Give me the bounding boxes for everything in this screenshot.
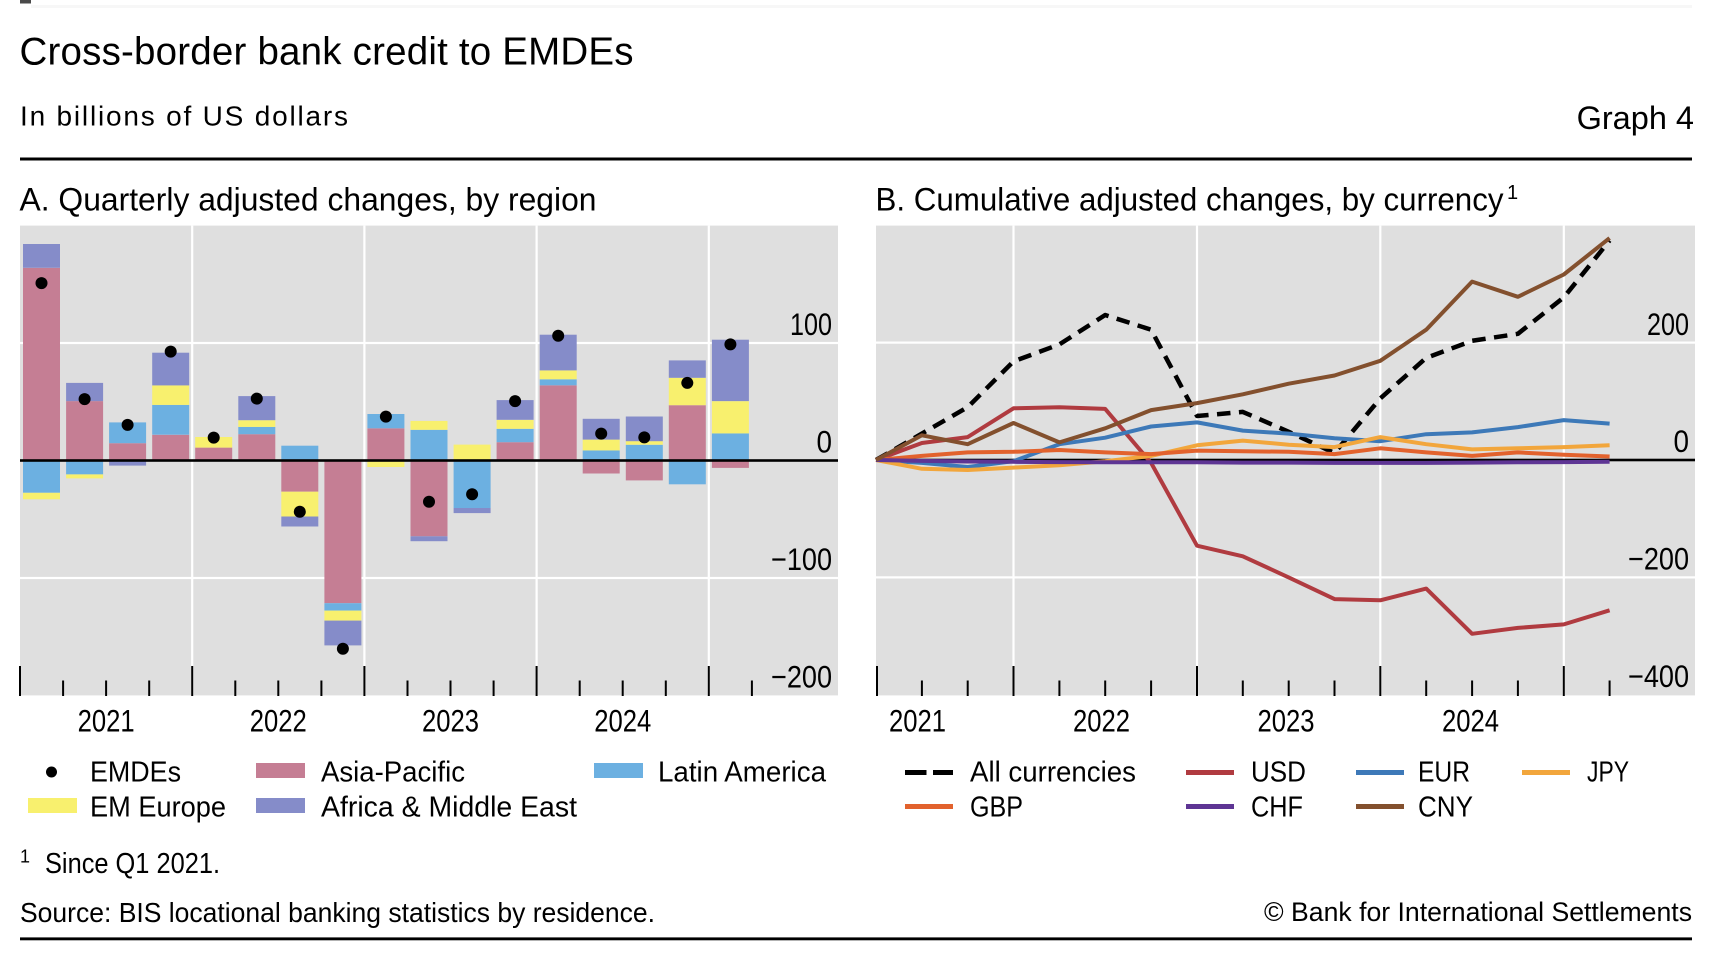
svg-text:B. Cumulative adjusted changes: B. Cumulative adjusted changes, by curre… (876, 182, 1505, 218)
svg-text:Asia-Pacific: Asia-Pacific (321, 757, 465, 789)
svg-text:200: 200 (1647, 306, 1689, 342)
svg-text:All currencies: All currencies (970, 757, 1136, 789)
svg-text:EMDEs: EMDEs (90, 757, 181, 789)
svg-text:2021: 2021 (78, 703, 135, 739)
svg-text:2023: 2023 (422, 703, 479, 739)
svg-text:−200: −200 (771, 659, 832, 695)
svg-text:A. Quarterly adjusted changes,: A. Quarterly adjusted changes, by region (20, 182, 597, 218)
svg-text:© Bank for International Settl: © Bank for International Settlements (1264, 897, 1692, 927)
svg-text:CNY: CNY (1418, 792, 1473, 824)
svg-text:100: 100 (790, 306, 832, 342)
svg-text:0: 0 (817, 424, 833, 460)
svg-text:Africa & Middle East: Africa & Middle East (321, 792, 577, 824)
svg-text:−100: −100 (771, 541, 832, 577)
svg-text:Graph 4: Graph 4 (1577, 100, 1694, 136)
svg-text:CHF: CHF (1251, 792, 1303, 824)
svg-text:EUR: EUR (1418, 757, 1470, 789)
svg-text:Source: BIS locational banking: Source: BIS locational banking statistic… (20, 897, 655, 928)
svg-text:Latin America: Latin America (658, 757, 827, 789)
svg-text:0: 0 (1674, 423, 1690, 459)
svg-text:Cross-border bank credit to EM: Cross-border bank credit to EMDEs (20, 31, 634, 74)
svg-text:1: 1 (20, 847, 30, 867)
svg-text:−400: −400 (1628, 658, 1689, 694)
svg-text:1: 1 (1507, 182, 1518, 204)
svg-text:2021: 2021 (889, 703, 946, 739)
svg-text:2022: 2022 (250, 703, 307, 739)
svg-text:−200: −200 (1628, 541, 1689, 577)
svg-text:2022: 2022 (1073, 703, 1130, 739)
svg-text:In billions of US dollars: In billions of US dollars (20, 101, 350, 132)
svg-text:Since Q1 2021.: Since Q1 2021. (45, 848, 220, 880)
svg-text:2023: 2023 (1258, 703, 1315, 739)
svg-text:EM Europe: EM Europe (90, 792, 226, 824)
svg-text:GBP: GBP (970, 792, 1023, 824)
svg-text:JPY: JPY (1587, 757, 1629, 789)
svg-text:2024: 2024 (594, 703, 651, 739)
svg-text:USD: USD (1251, 757, 1306, 789)
svg-text:2024: 2024 (1442, 703, 1499, 739)
